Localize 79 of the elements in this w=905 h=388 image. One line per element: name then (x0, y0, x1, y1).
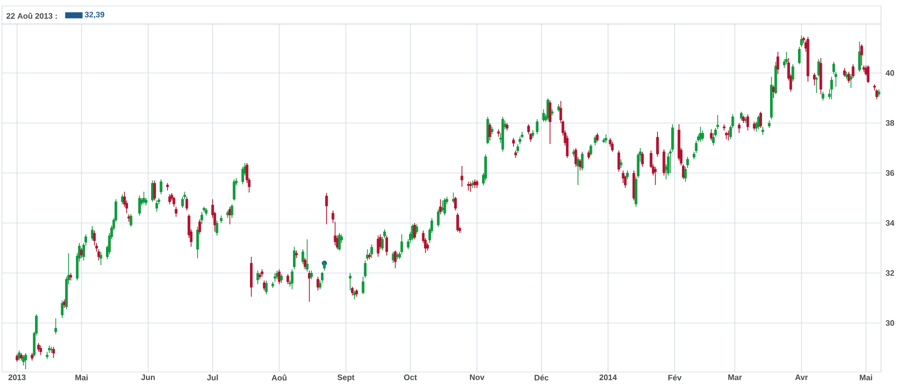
candlestick (776, 51, 780, 75)
candlestick (580, 151, 584, 171)
candlestick (348, 272, 352, 291)
candlestick (415, 224, 418, 235)
candlestick (722, 124, 726, 131)
candlestick (746, 114, 750, 131)
candlestick (759, 111, 762, 128)
candlestick (230, 204, 234, 218)
candlestick (130, 214, 132, 228)
candlestick (656, 131, 659, 158)
candlestick (738, 122, 740, 134)
candlestick (198, 218, 202, 235)
candlestick (39, 345, 42, 356)
candlestick (611, 141, 614, 152)
candlestick (578, 158, 582, 171)
candlestick (52, 346, 55, 358)
candlestick (186, 196, 188, 211)
candlestick (852, 64, 854, 78)
candlestick (800, 35, 803, 48)
candlestick (325, 192, 328, 225)
candlestick (460, 166, 464, 188)
candlestick (792, 64, 794, 82)
candlestick (286, 274, 290, 285)
candlestick (100, 251, 102, 266)
candlestick (274, 272, 276, 282)
candlestick (413, 222, 416, 240)
candlestick (710, 128, 713, 141)
candlestick (590, 144, 592, 156)
candlestick (376, 235, 380, 258)
candlestick (662, 148, 666, 176)
candlestick (641, 151, 644, 168)
candlestick (232, 178, 236, 201)
candlestick (727, 130, 730, 141)
candlestick (304, 258, 306, 270)
candlestick (160, 178, 162, 195)
candlestick (250, 256, 253, 298)
candlestick (469, 181, 472, 192)
candlestick (302, 248, 304, 265)
candlestick (536, 118, 538, 135)
candlestick (174, 206, 178, 218)
candlestick (153, 180, 156, 201)
candlestick (815, 76, 818, 94)
candlestick (654, 166, 657, 186)
candlestick (50, 346, 53, 354)
candlestick (443, 198, 446, 216)
candlestick (548, 100, 552, 144)
candlestick (666, 152, 670, 176)
candlestick (860, 44, 863, 66)
candlestick (813, 72, 816, 86)
candlestick (441, 200, 444, 212)
candlestick (265, 280, 268, 295)
candlestick (866, 65, 870, 84)
candlestick (858, 41, 861, 72)
candlestick (850, 74, 852, 88)
candlestick (24, 352, 27, 370)
candlestick (436, 208, 440, 228)
candlestick (370, 244, 373, 258)
candlestick (385, 235, 388, 256)
candlestick (196, 226, 199, 259)
candlestick (80, 248, 83, 258)
candlestick (200, 211, 204, 225)
candlestick (241, 166, 244, 185)
candlestick (497, 128, 500, 138)
candlestick (290, 268, 294, 290)
candlestick (701, 130, 704, 141)
candlestick (155, 200, 158, 212)
candlestick (830, 76, 833, 100)
candlestick (574, 148, 578, 168)
candlestick (454, 196, 457, 211)
candlestick (785, 51, 788, 65)
candlestick (456, 212, 459, 232)
candlestick (216, 220, 218, 236)
candlestick (392, 251, 394, 264)
candlestick (772, 85, 775, 98)
candlestick (604, 134, 608, 144)
candlestick (54, 318, 58, 335)
candlestick (757, 115, 760, 130)
candlestick (798, 46, 801, 65)
candlestick (138, 195, 141, 216)
